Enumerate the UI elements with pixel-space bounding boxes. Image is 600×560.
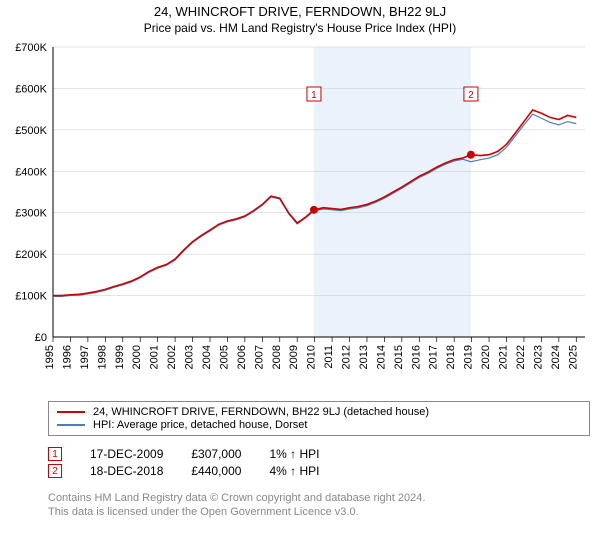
svg-text:2018: 2018 bbox=[445, 345, 457, 369]
svg-text:2006: 2006 bbox=[236, 345, 248, 369]
sale-delta-2: 4% ↑ HPI bbox=[269, 464, 319, 478]
legend-label-property: 24, WHINCROFT DRIVE, FERNDOWN, BH22 9LJ … bbox=[93, 406, 429, 418]
svg-text:2000: 2000 bbox=[131, 345, 143, 369]
svg-text:£100K: £100K bbox=[15, 291, 47, 303]
svg-text:£600K: £600K bbox=[15, 83, 47, 95]
svg-text:2002: 2002 bbox=[166, 345, 178, 369]
svg-text:1996: 1996 bbox=[61, 345, 73, 369]
svg-text:2021: 2021 bbox=[498, 345, 510, 369]
svg-text:£200K: £200K bbox=[15, 249, 47, 261]
sale-price-1: £307,000 bbox=[191, 447, 241, 461]
legend-swatch-property bbox=[57, 411, 85, 413]
sale-price-2: £440,000 bbox=[191, 464, 241, 478]
sale-row-1: 1 17-DEC-2009 £307,000 1% ↑ HPI bbox=[48, 447, 590, 461]
svg-text:2017: 2017 bbox=[428, 345, 440, 369]
svg-text:2001: 2001 bbox=[149, 345, 161, 369]
svg-text:2022: 2022 bbox=[515, 345, 527, 369]
chart-title: 24, WHINCROFT DRIVE, FERNDOWN, BH22 9LJ bbox=[0, 4, 600, 19]
svg-text:2007: 2007 bbox=[253, 345, 265, 369]
svg-text:2013: 2013 bbox=[358, 345, 370, 369]
svg-text:2024: 2024 bbox=[550, 345, 562, 369]
chart-area: £0 £100K £200K £300K £400K £500K £600K £700K 199… bbox=[5, 37, 595, 397]
svg-text:£0: £0 bbox=[35, 332, 47, 344]
svg-text:2015: 2015 bbox=[393, 345, 405, 369]
sale-row-2: 2 18-DEC-2018 £440,000 4% ↑ HPI bbox=[48, 464, 590, 478]
svg-text:1995: 1995 bbox=[44, 345, 56, 369]
legend-label-hpi: HPI: Average price, detached house, Dors… bbox=[93, 419, 307, 431]
svg-text:2003: 2003 bbox=[184, 345, 196, 369]
legend-item-property: 24, WHINCROFT DRIVE, FERNDOWN, BH22 9LJ … bbox=[57, 406, 581, 418]
line-chart-svg: £0 £100K £200K £300K £400K £500K £600K £700K 199… bbox=[5, 37, 595, 397]
svg-text:1999: 1999 bbox=[114, 345, 126, 369]
sales-table: 1 17-DEC-2009 £307,000 1% ↑ HPI 2 18-DEC… bbox=[48, 444, 590, 481]
svg-text:2020: 2020 bbox=[480, 345, 492, 369]
svg-text:1998: 1998 bbox=[96, 345, 108, 369]
sale-marker-2: 2 bbox=[48, 464, 62, 478]
chart-subtitle: Price paid vs. HM Land Registry's House … bbox=[0, 21, 600, 35]
sale-delta-1: 1% ↑ HPI bbox=[269, 447, 319, 461]
svg-text:2009: 2009 bbox=[288, 345, 300, 369]
svg-text:2008: 2008 bbox=[271, 345, 283, 369]
svg-text:2005: 2005 bbox=[218, 345, 230, 369]
attribution-line-1: Contains HM Land Registry data © Crown c… bbox=[48, 491, 590, 505]
sale-date-1: 17-DEC-2009 bbox=[90, 447, 163, 461]
svg-text:2004: 2004 bbox=[201, 345, 213, 369]
svg-text:2: 2 bbox=[468, 90, 474, 101]
svg-text:£300K: £300K bbox=[15, 208, 47, 220]
chart-container: 24, WHINCROFT DRIVE, FERNDOWN, BH22 9LJ … bbox=[0, 0, 600, 560]
svg-text:1: 1 bbox=[311, 90, 317, 101]
svg-text:2025: 2025 bbox=[567, 345, 579, 369]
svg-text:£400K: £400K bbox=[15, 166, 47, 178]
sale-marker-1: 1 bbox=[48, 447, 62, 461]
svg-text:£700K: £700K bbox=[15, 42, 47, 54]
svg-text:£500K: £500K bbox=[15, 125, 47, 137]
attribution: Contains HM Land Registry data © Crown c… bbox=[48, 491, 590, 520]
svg-text:2019: 2019 bbox=[463, 345, 475, 369]
svg-text:2010: 2010 bbox=[306, 345, 318, 369]
svg-text:1997: 1997 bbox=[79, 345, 91, 369]
svg-text:2012: 2012 bbox=[341, 345, 353, 369]
legend-item-hpi: HPI: Average price, detached house, Dors… bbox=[57, 419, 581, 431]
svg-text:2011: 2011 bbox=[323, 345, 335, 369]
titles: 24, WHINCROFT DRIVE, FERNDOWN, BH22 9LJ … bbox=[0, 0, 600, 37]
legend: 24, WHINCROFT DRIVE, FERNDOWN, BH22 9LJ … bbox=[48, 401, 590, 436]
attribution-line-2: This data is licensed under the Open Gov… bbox=[48, 505, 590, 519]
svg-text:2014: 2014 bbox=[375, 345, 387, 369]
legend-swatch-hpi bbox=[57, 424, 85, 426]
svg-text:2023: 2023 bbox=[532, 345, 544, 369]
svg-text:2016: 2016 bbox=[410, 345, 422, 369]
sale-date-2: 18-DEC-2018 bbox=[90, 464, 163, 478]
